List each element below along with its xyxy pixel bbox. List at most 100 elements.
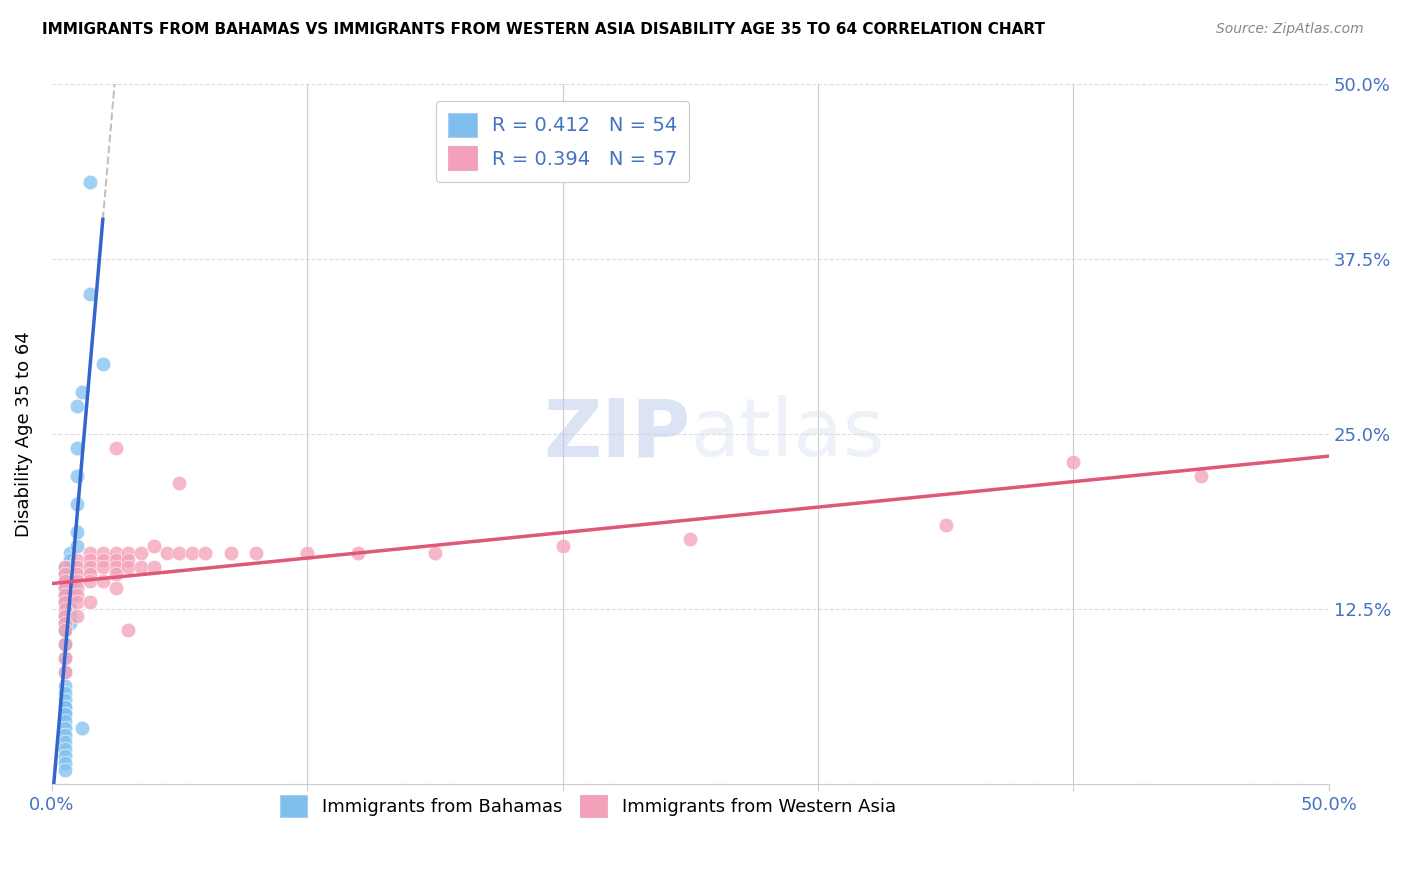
Point xyxy=(129,560,152,574)
Point xyxy=(53,582,76,596)
Point xyxy=(104,582,127,596)
Point xyxy=(53,574,76,589)
Point xyxy=(66,525,89,540)
Point xyxy=(181,546,204,560)
Point xyxy=(53,637,76,651)
Point xyxy=(53,609,76,624)
Point xyxy=(104,567,127,582)
Point xyxy=(117,560,139,574)
Point xyxy=(66,400,89,414)
Point xyxy=(53,582,76,596)
Point xyxy=(53,764,76,778)
Point xyxy=(245,546,267,560)
Point xyxy=(53,624,76,638)
Point xyxy=(53,722,76,736)
Text: ZIP: ZIP xyxy=(543,395,690,474)
Point xyxy=(935,518,957,533)
Point xyxy=(53,589,76,603)
Point xyxy=(66,540,89,554)
Point xyxy=(53,624,76,638)
Point xyxy=(53,637,76,651)
Point xyxy=(53,651,76,665)
Point xyxy=(66,442,89,456)
Point xyxy=(66,574,89,589)
Point xyxy=(104,546,127,560)
Point xyxy=(53,680,76,694)
Point xyxy=(53,714,76,729)
Point xyxy=(53,742,76,756)
Point xyxy=(117,553,139,567)
Point xyxy=(1189,469,1212,483)
Point xyxy=(53,560,76,574)
Point xyxy=(53,749,76,764)
Point xyxy=(59,574,82,589)
Point xyxy=(53,616,76,631)
Point xyxy=(53,589,76,603)
Point xyxy=(347,546,370,560)
Point xyxy=(117,624,139,638)
Point xyxy=(66,609,89,624)
Point xyxy=(66,567,89,582)
Point xyxy=(551,540,574,554)
Point xyxy=(53,637,76,651)
Point xyxy=(79,574,101,589)
Point xyxy=(91,574,114,589)
Point xyxy=(72,385,94,400)
Point xyxy=(423,546,446,560)
Point xyxy=(66,595,89,609)
Point xyxy=(53,651,76,665)
Point xyxy=(53,616,76,631)
Point xyxy=(169,546,191,560)
Point xyxy=(59,616,82,631)
Point xyxy=(156,546,179,560)
Point xyxy=(104,560,127,574)
Point xyxy=(59,595,82,609)
Point xyxy=(72,722,94,736)
Point xyxy=(66,553,89,567)
Point xyxy=(53,700,76,714)
Point xyxy=(91,553,114,567)
Point xyxy=(59,609,82,624)
Point xyxy=(79,176,101,190)
Point xyxy=(117,546,139,560)
Point xyxy=(53,582,76,596)
Point xyxy=(295,546,318,560)
Point xyxy=(66,469,89,483)
Point xyxy=(129,546,152,560)
Text: IMMIGRANTS FROM BAHAMAS VS IMMIGRANTS FROM WESTERN ASIA DISABILITY AGE 35 TO 64 : IMMIGRANTS FROM BAHAMAS VS IMMIGRANTS FR… xyxy=(42,22,1045,37)
Point xyxy=(66,560,89,574)
Point xyxy=(53,567,76,582)
Point xyxy=(79,567,101,582)
Point xyxy=(59,560,82,574)
Point xyxy=(79,553,101,567)
Point xyxy=(66,498,89,512)
Point xyxy=(53,735,76,749)
Point xyxy=(53,567,76,582)
Point xyxy=(53,602,76,616)
Point xyxy=(53,665,76,680)
Point xyxy=(142,560,165,574)
Point xyxy=(79,546,101,560)
Point xyxy=(79,287,101,301)
Text: atlas: atlas xyxy=(690,395,884,474)
Point xyxy=(53,595,76,609)
Point xyxy=(53,707,76,722)
Point xyxy=(53,574,76,589)
Point xyxy=(104,553,127,567)
Point xyxy=(53,700,76,714)
Point xyxy=(104,442,127,456)
Point xyxy=(91,546,114,560)
Point xyxy=(59,546,82,560)
Y-axis label: Disability Age 35 to 64: Disability Age 35 to 64 xyxy=(15,332,32,537)
Point xyxy=(142,540,165,554)
Point xyxy=(59,582,82,596)
Point xyxy=(91,560,114,574)
Point xyxy=(53,609,76,624)
Point xyxy=(59,602,82,616)
Point xyxy=(53,560,76,574)
Point xyxy=(1062,455,1084,469)
Point xyxy=(194,546,217,560)
Point xyxy=(53,756,76,771)
Point xyxy=(53,693,76,707)
Point xyxy=(66,589,89,603)
